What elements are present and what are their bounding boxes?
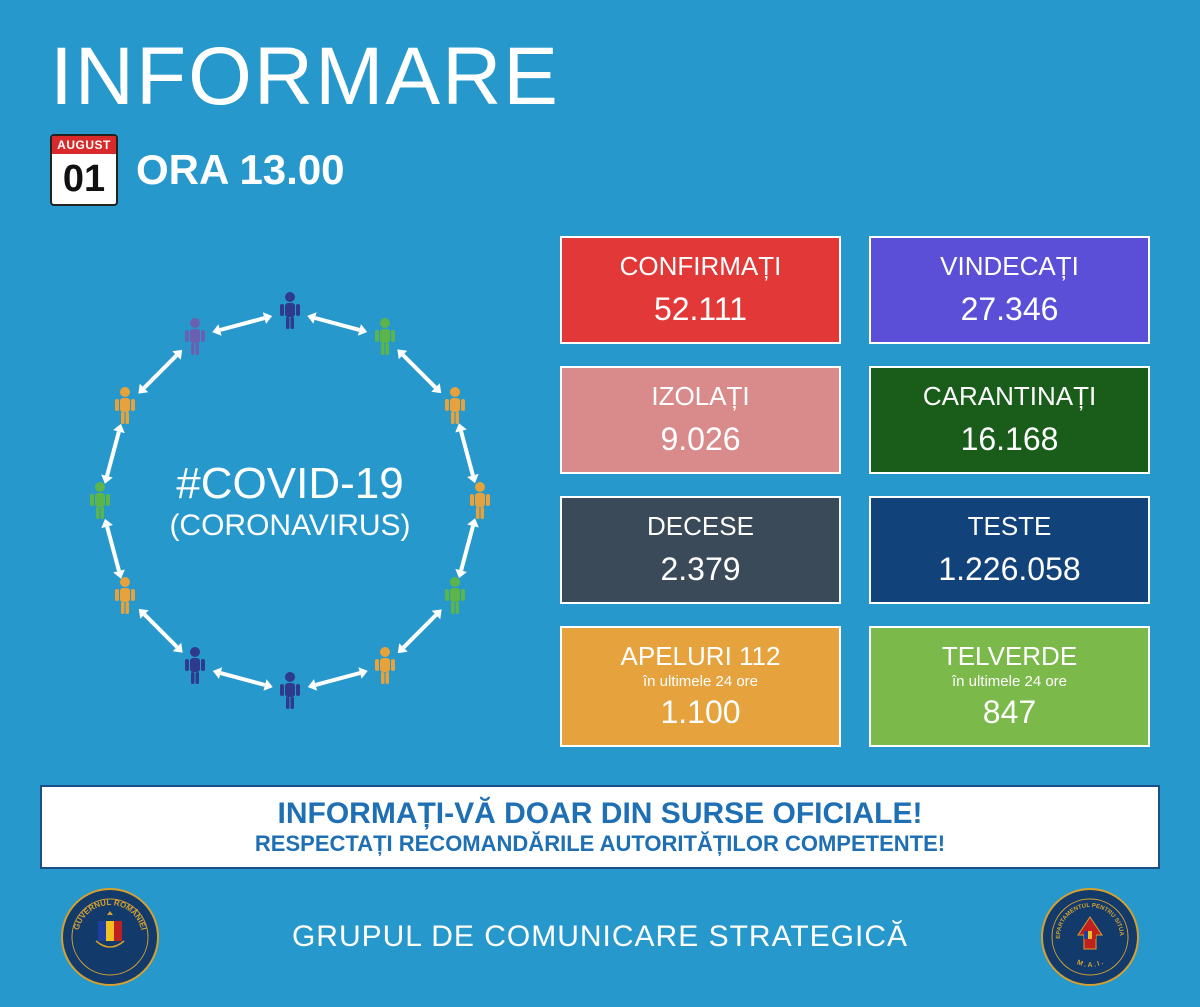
stats-grid: CONFIRMAȚI 52.111 VINDECAȚI 27.346 IZOLAȚI 9.… <box>560 236 1160 747</box>
stat-value: 2.379 <box>660 551 740 588</box>
person-icon <box>373 317 397 357</box>
footer-text: GRUPUL DE COMUNICARE STRATEGICĂ <box>292 920 908 954</box>
stat-label: IZOLAȚI <box>651 382 749 411</box>
hashtag-subtitle: (CORONAVIRUS) <box>70 509 510 543</box>
calendar-icon: AUGUST 01 <box>50 134 118 206</box>
stat-box-vindeca-i: VINDECAȚI 27.346 <box>869 236 1150 344</box>
person-icon <box>88 481 112 521</box>
stat-box-confirma-i: CONFIRMAȚI 52.111 <box>560 236 841 344</box>
stat-value: 27.346 <box>961 291 1059 328</box>
arrow-icon <box>315 671 361 687</box>
official-sources-banner: INFORMAȚI-VĂ DOAR DIN SURSE OFICIALE! RE… <box>40 785 1160 869</box>
person-icon <box>468 481 492 521</box>
arrow-icon <box>315 316 361 332</box>
covid-circle-graphic: #COVID-19 (CORONAVIRUS) <box>40 236 540 747</box>
person-icon <box>278 671 302 711</box>
hashtag-text: #COVID-19 <box>70 459 510 509</box>
arrow-icon <box>142 613 178 649</box>
footer: GUVERNUL ROMÂNIEI GRUPUL DE COMUNICARE S… <box>0 869 1200 987</box>
seal-right-icon: DEPARTAMENTUL PENTRU SITUAȚII M . A . I … <box>1040 887 1140 987</box>
person-icon <box>278 291 302 331</box>
arrow-icon <box>402 354 438 390</box>
stat-box-apeluri-112: APELURI 112 în ultimele 24 ore 1.100 <box>560 626 841 747</box>
stat-value: 1.226.058 <box>938 551 1080 588</box>
arrow-icon <box>220 671 266 687</box>
stat-subtext: în ultimele 24 ore <box>952 673 1067 690</box>
arrow-icon <box>402 613 438 649</box>
stat-value: 52.111 <box>654 291 747 328</box>
stat-label: CONFIRMAȚI <box>620 252 782 281</box>
seal-left-icon: GUVERNUL ROMÂNIEI <box>60 887 160 987</box>
stat-box-teste: TESTE 1.226.058 <box>869 496 1150 604</box>
banner-line-1: INFORMAȚI-VĂ DOAR DIN SURSE OFICIALE! <box>52 797 1148 831</box>
person-icon <box>443 386 467 426</box>
calendar-day: 01 <box>52 154 116 204</box>
stat-label: APELURI 112 <box>621 642 781 671</box>
stat-box-izola-i: IZOLAȚI 9.026 <box>560 366 841 474</box>
stat-label: CARANTINAȚI <box>923 382 1096 411</box>
person-icon <box>113 386 137 426</box>
stat-value: 847 <box>983 694 1036 731</box>
stat-box-decese: DECESE 2.379 <box>560 496 841 604</box>
person-icon <box>183 646 207 686</box>
person-icon <box>373 646 397 686</box>
person-icon <box>443 576 467 616</box>
arrow-icon <box>142 354 178 390</box>
time-label: ORA 13.00 <box>136 146 345 194</box>
banner-line-2: RESPECTAȚI RECOMANDĂRILE AUTORITĂȚILOR C… <box>52 831 1148 857</box>
stat-label: DECESE <box>647 512 754 541</box>
stat-label: TELVERDE <box>942 642 1077 671</box>
calendar-month: AUGUST <box>52 136 116 154</box>
stat-value: 1.100 <box>660 694 740 731</box>
arrow-icon <box>220 316 266 332</box>
stat-subtext: în ultimele 24 ore <box>643 673 758 690</box>
stat-value: 16.168 <box>961 421 1059 458</box>
person-icon <box>183 317 207 357</box>
stat-label: TESTE <box>968 512 1052 541</box>
date-row: AUGUST 01 ORA 13.00 <box>0 134 1200 206</box>
page-title: INFORMARE <box>0 0 1200 134</box>
person-icon <box>113 576 137 616</box>
stat-value: 9.026 <box>660 421 740 458</box>
stat-box-carantina-i: CARANTINAȚI 16.168 <box>869 366 1150 474</box>
stat-label: VINDECAȚI <box>940 252 1079 281</box>
stat-box-telverde: TELVERDE în ultimele 24 ore 847 <box>869 626 1150 747</box>
